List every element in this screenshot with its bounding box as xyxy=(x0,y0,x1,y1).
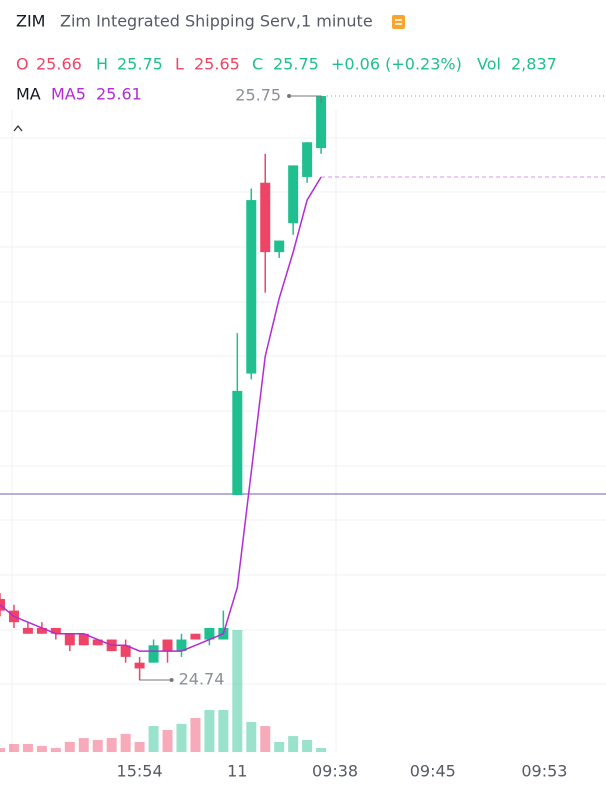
high-marker xyxy=(289,95,322,103)
ohlc-label: L xyxy=(175,55,184,74)
vol-value: 2,837 xyxy=(511,55,557,74)
ohlc-value: 25.75 xyxy=(273,55,319,74)
volume-bar xyxy=(134,741,145,752)
indicator-label: MA xyxy=(16,85,41,104)
grid xyxy=(0,110,606,752)
x-tick-label: 11 xyxy=(227,762,247,781)
symbol: ZIM xyxy=(16,12,45,31)
ohlc-label: O xyxy=(16,55,29,74)
indicator-name: MA5 xyxy=(51,85,86,104)
volume-bar xyxy=(288,736,299,752)
volume-bar xyxy=(36,745,47,752)
volume-bar xyxy=(8,743,19,752)
ohlc-label: C xyxy=(252,55,263,74)
symbol-name: Zim Integrated Shipping Serv,1 minute xyxy=(60,12,373,31)
candle-body xyxy=(92,639,103,646)
volume-bar xyxy=(92,740,103,752)
candle-body xyxy=(0,599,5,611)
ohlc-value: 25.75 xyxy=(117,55,163,74)
low-dot xyxy=(169,678,174,682)
change: +0.06 (+0.23%) xyxy=(331,55,462,74)
indicator-value: 25.61 xyxy=(96,85,142,104)
volume-bar xyxy=(218,709,229,752)
volume-bar xyxy=(0,748,5,752)
candle-body xyxy=(176,639,187,652)
x-tick-label: 15:54 xyxy=(117,762,163,781)
candle-body xyxy=(134,662,145,669)
volume-bar xyxy=(246,721,257,752)
ohlc-value: 25.65 xyxy=(194,55,240,74)
volume-bar xyxy=(22,743,33,752)
candle-body xyxy=(302,142,313,177)
volume-bar xyxy=(190,718,201,752)
candle-body xyxy=(232,390,243,495)
ohlc-value: 25.66 xyxy=(36,55,82,74)
volume-bar xyxy=(120,733,131,752)
volume-bar xyxy=(176,723,187,752)
volume-bar xyxy=(316,747,327,752)
candle-body xyxy=(78,633,89,646)
low-label: 24.74 xyxy=(179,670,225,689)
volume-bar xyxy=(274,741,285,752)
x-tick-label: 09:38 xyxy=(312,762,358,781)
volume-bar xyxy=(232,630,243,752)
high-label: 25.75 xyxy=(235,86,281,105)
x-tick-label: 09:45 xyxy=(410,762,456,781)
volume-bar xyxy=(50,748,61,752)
collapse-icon[interactable] xyxy=(13,124,23,132)
low-marker xyxy=(139,673,172,681)
volume-bar xyxy=(148,726,159,752)
candle-body xyxy=(246,200,257,374)
candle-body xyxy=(162,639,173,652)
x-tick-label: 09:53 xyxy=(521,762,567,781)
vol-label: Vol xyxy=(477,55,501,74)
candle-body xyxy=(148,645,159,663)
volume-bar xyxy=(204,709,215,752)
volume-bar xyxy=(302,740,313,752)
candle-body xyxy=(274,240,285,253)
ma-line xyxy=(0,176,322,652)
volume-bar xyxy=(64,741,75,752)
candle-body xyxy=(22,627,33,634)
candle-body xyxy=(316,96,327,149)
candle-body xyxy=(120,645,131,657)
candle-body xyxy=(288,165,299,224)
high-dot xyxy=(287,94,292,98)
candle-body xyxy=(190,633,201,640)
ohlc-label: H xyxy=(96,55,108,74)
candle-body xyxy=(204,627,215,640)
volume-bar xyxy=(106,738,117,752)
flag-icon xyxy=(392,15,405,29)
candle-body xyxy=(260,182,271,253)
volume-bar xyxy=(78,738,89,752)
candle-body xyxy=(64,633,75,646)
candle-body xyxy=(50,627,61,634)
volume-bar xyxy=(162,729,173,752)
volume-bar xyxy=(260,726,271,752)
candle-body xyxy=(36,627,47,634)
